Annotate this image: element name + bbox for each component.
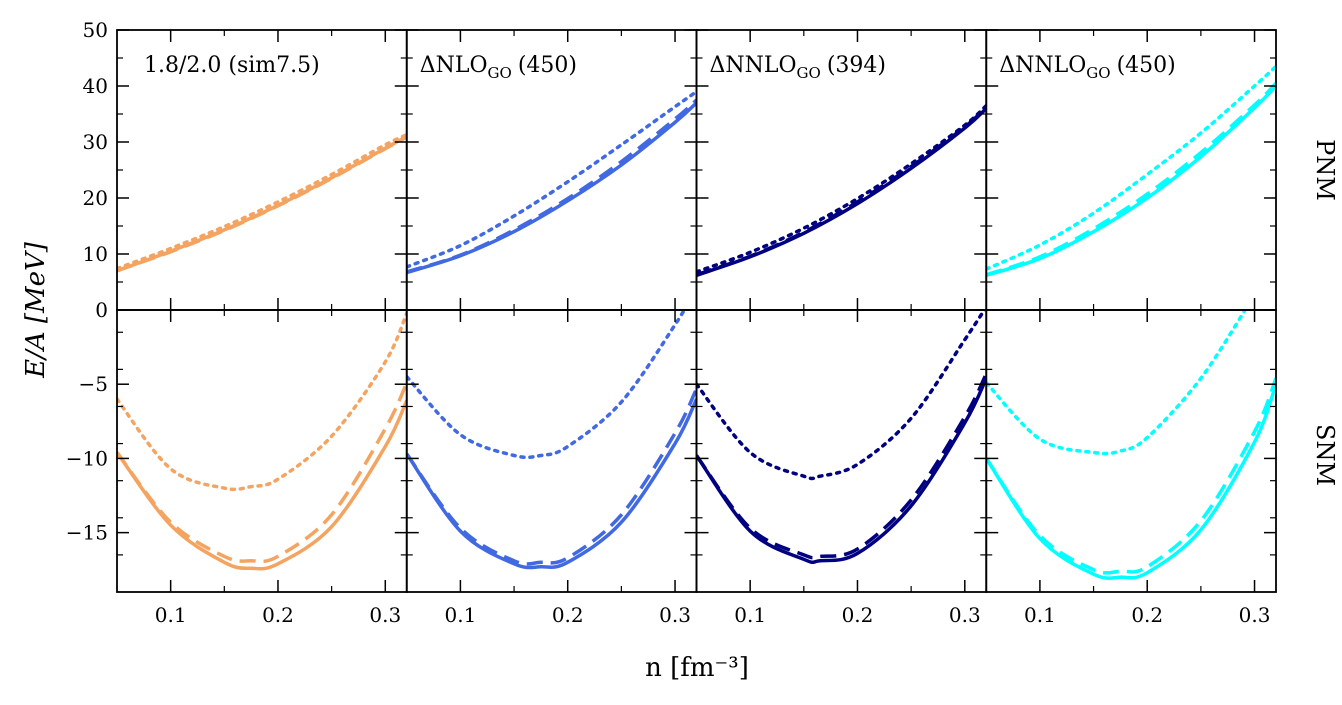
panel-title-2: ΔNLOGO (450)	[420, 53, 577, 82]
panel-frame	[985, 309, 1277, 593]
y-tick-label: 20	[83, 186, 108, 210]
y-tick-label: 50	[83, 18, 108, 42]
curve-panel1-snm-dashed	[117, 381, 407, 564]
y-tick-label: −15	[66, 521, 108, 545]
panel-title-3: ΔNNLOGO (394)	[710, 53, 887, 82]
y-tick-label: 0	[95, 298, 108, 322]
y-tick-label: 40	[83, 74, 108, 98]
curve-panel3-snm-dashed	[696, 373, 987, 560]
y-tick-label: 30	[83, 130, 108, 154]
curve-panel3-snm-solid	[696, 377, 987, 565]
curve-panel3-pnm-dashed	[696, 105, 987, 277]
x-tick-label: 0.3	[659, 603, 691, 627]
curve-panel2-snm-dotted	[406, 310, 687, 460]
x-tick-label: 0.2	[262, 603, 294, 627]
curve-panel1-pnm-dashed	[117, 135, 407, 273]
y-axis-label: E/A [MeV]	[21, 241, 51, 379]
row-label-snm: SNM	[1311, 424, 1339, 486]
x-tick-label: 0.2	[842, 603, 874, 627]
panel-title-1: 1.8/2.0 (sim7.5)	[144, 53, 320, 78]
curves-group	[117, 64, 1276, 580]
curve-panel2-pnm-solid	[406, 101, 697, 275]
x-tick-label: 0.3	[1239, 603, 1271, 627]
curve-panel4-snm-solid	[986, 383, 1276, 580]
x-tick-label: 0.1	[1024, 603, 1056, 627]
x-tick-label: 0.1	[734, 603, 766, 627]
labels-group: 0 10 20 30 40 50 −15 −10 −5 0.1 0.2 0.3 1.8/2.0 (sim…	[66, 18, 1271, 627]
curve-panel2-snm-dashed	[406, 387, 697, 566]
y-tick-label: −10	[66, 446, 108, 470]
x-tick-label: 0.2	[552, 603, 584, 627]
y-tick-label: −5	[79, 372, 108, 396]
ticks-group	[117, 29, 1276, 592]
curve-panel1-snm-dotted	[117, 311, 407, 492]
curve-panel4-pnm-solid	[986, 84, 1276, 277]
curve-panel1-snm-solid	[117, 399, 407, 571]
frames-group	[116, 29, 1277, 593]
row-label-pnm: PNM	[1311, 139, 1339, 201]
curve-panel3-pnm-dotted	[696, 103, 987, 274]
x-tick-label: 0.1	[445, 603, 477, 627]
panel-frame	[405, 309, 698, 593]
x-tick-label: 0.2	[1131, 603, 1163, 627]
curve-panel2-snm-solid	[406, 398, 697, 570]
panel-frame	[116, 309, 408, 593]
curve-panel2-pnm-dotted	[406, 89, 697, 269]
x-tick-label: 0.3	[369, 603, 401, 627]
x-tick-label: 0.3	[949, 603, 981, 627]
curve-panel4-pnm-dotted	[986, 64, 1276, 271]
curve-panel2-pnm-dashed	[406, 98, 697, 274]
curve-panel1-pnm-dotted	[117, 132, 407, 271]
y-tick-label: 10	[83, 242, 108, 266]
panel-title-4: ΔNNLOGO (450)	[999, 53, 1176, 82]
x-tick-label: 0.1	[155, 603, 187, 627]
curve-panel4-pnm-dashed	[986, 81, 1276, 277]
curve-panel3-snm-dotted	[696, 310, 987, 481]
curve-panel3-pnm-solid	[696, 107, 987, 277]
curve-panel4-snm-dotted	[986, 310, 1248, 456]
x-axis-label: n [fm⁻³]	[645, 653, 749, 683]
curve-panel4-snm-dashed	[986, 377, 1276, 575]
